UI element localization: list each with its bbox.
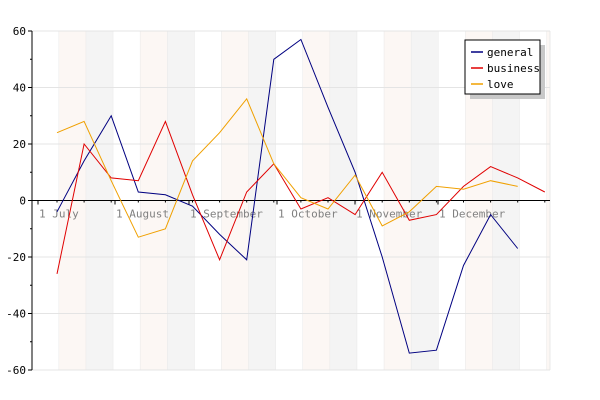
y-tick-label: 20 xyxy=(13,138,26,151)
y-tick-label: -20 xyxy=(6,251,26,264)
series-line-love xyxy=(56,97,518,238)
legend-label-general: general xyxy=(487,46,533,59)
x-tick-label: 1 November xyxy=(356,208,423,221)
series-lines xyxy=(56,38,546,354)
x-tick-label: 1 October xyxy=(278,208,338,221)
x-tick-label: 1 August xyxy=(116,208,169,221)
legend-box xyxy=(464,39,541,95)
axes: -60 -40 -20 0 20 40 60 1 July 1 August 1 Septembe… xyxy=(6,25,550,377)
y-tick-label: 60 xyxy=(13,25,26,38)
y-tick-label: 40 xyxy=(13,82,26,95)
y-tick-label: 0 xyxy=(19,195,26,208)
x-tick-label: 1 July xyxy=(39,208,79,221)
series-line-general xyxy=(56,38,519,354)
y-tick-label: -40 xyxy=(6,308,26,321)
legend: general business love xyxy=(464,39,545,99)
legend-label-business: business xyxy=(487,62,540,75)
series-line-business xyxy=(56,120,546,275)
x-tick-label: 1 September xyxy=(190,208,263,221)
legend-label-love: love xyxy=(487,78,514,91)
y-tick-label: -60 xyxy=(6,364,26,377)
x-tick-label: 1 December xyxy=(439,208,506,221)
